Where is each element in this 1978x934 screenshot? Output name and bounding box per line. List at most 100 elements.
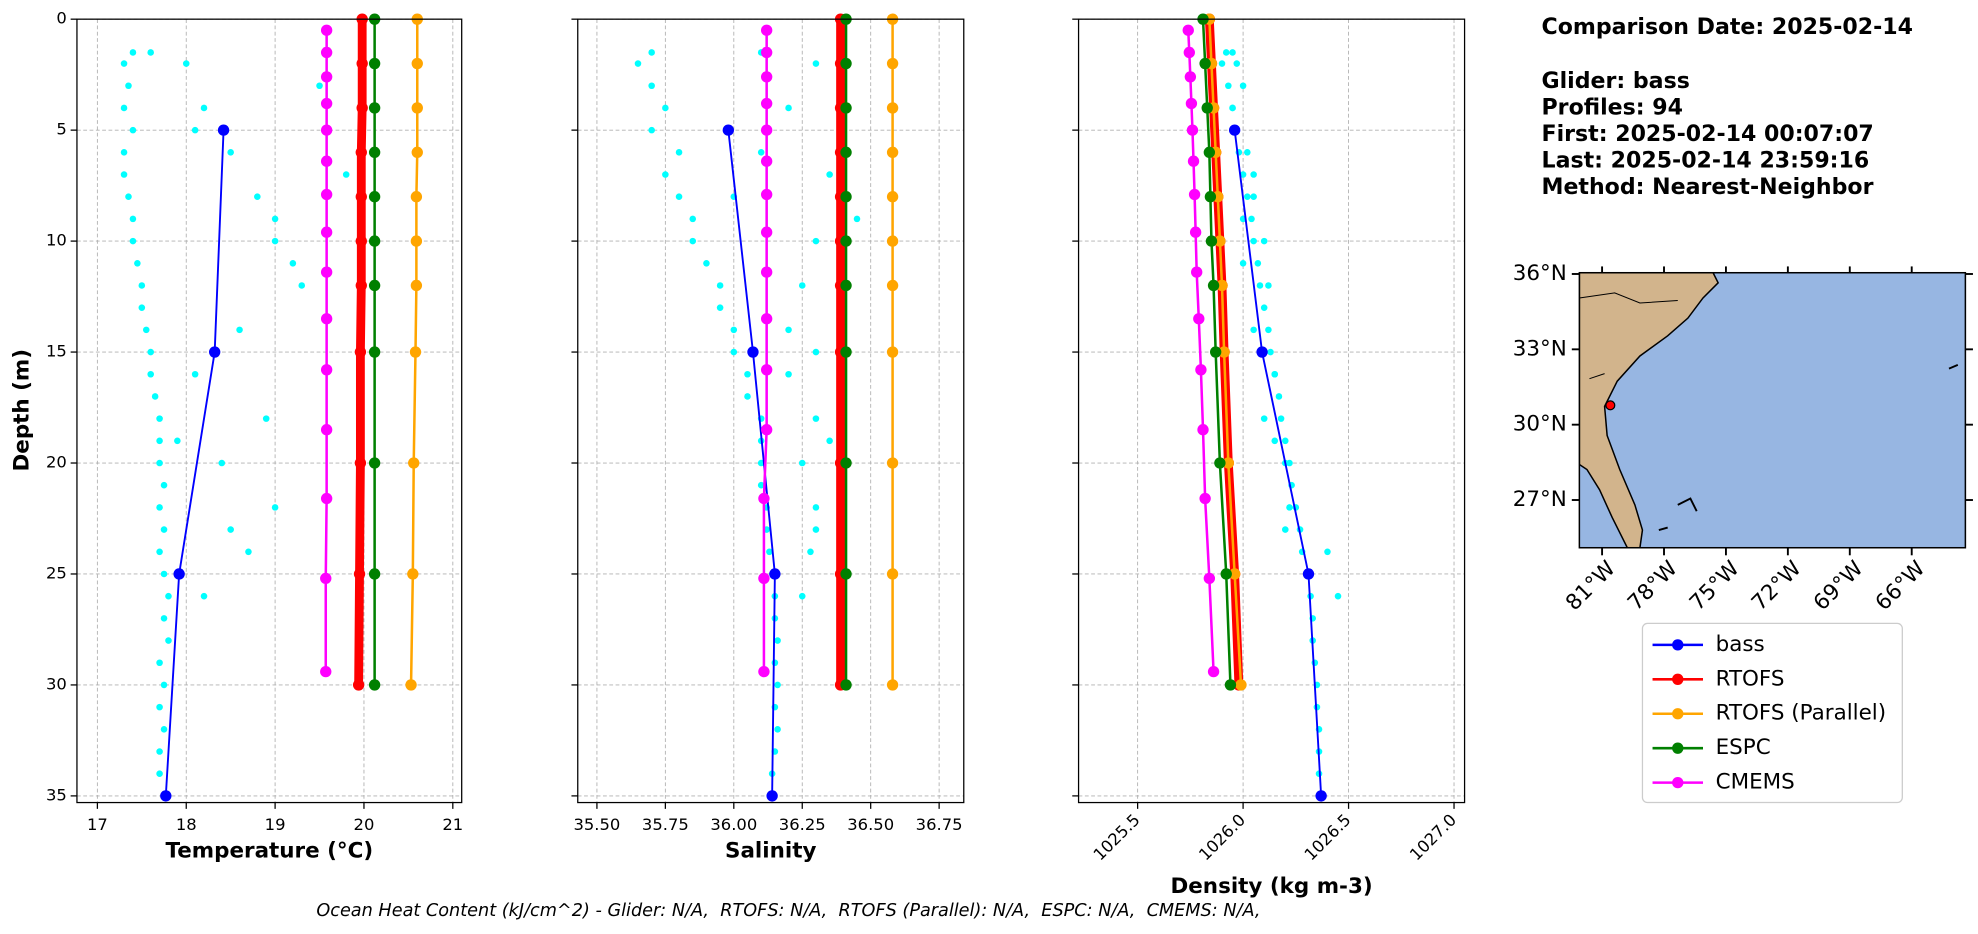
profile-marker xyxy=(352,679,365,691)
profile-marker xyxy=(320,266,333,278)
scatter-point xyxy=(156,659,163,667)
profile-marker xyxy=(760,97,773,110)
scatter-point xyxy=(634,60,642,67)
legend-marker xyxy=(1672,639,1684,651)
profile-marker xyxy=(747,346,759,358)
profile-marker xyxy=(1315,790,1327,802)
y-axis-label: Depth (m) xyxy=(10,349,35,472)
map-y-tick-label: 36°N xyxy=(1513,261,1567,286)
x-tick-label: 1026.0 xyxy=(1195,810,1249,864)
profile-marker xyxy=(1216,279,1228,292)
axes-frame xyxy=(1077,18,1466,804)
profile-marker xyxy=(1197,424,1209,436)
map-y-tick-label: 30°N xyxy=(1513,412,1567,437)
x-tick-label: 35.75 xyxy=(642,815,689,834)
map-base xyxy=(1579,272,1966,548)
profile-marker xyxy=(1186,124,1199,136)
profile-marker xyxy=(769,568,781,580)
glider-position xyxy=(1605,400,1616,411)
scatter-point xyxy=(1248,215,1255,223)
profile-marker xyxy=(1204,191,1217,203)
scatter-point xyxy=(689,237,697,245)
profile-marker xyxy=(758,572,770,585)
profile-marker xyxy=(320,665,332,678)
scatter-point xyxy=(160,526,168,533)
scatter-point xyxy=(156,748,163,755)
map-x-tick-label: 66°W xyxy=(1871,556,1931,616)
scatter-point xyxy=(156,770,163,777)
scatter-point xyxy=(1256,282,1264,289)
scatter-point xyxy=(151,393,159,400)
scatter-point xyxy=(147,49,154,56)
scatter-point xyxy=(120,149,128,156)
legend-marker xyxy=(1672,776,1684,789)
legend-box xyxy=(1641,622,1903,804)
x-tick-label: 1027.0 xyxy=(1406,810,1460,864)
map-x-tick-label: 78°W xyxy=(1623,556,1683,616)
profile-marker xyxy=(840,235,852,247)
axes-frame xyxy=(76,18,463,804)
scatter-point xyxy=(826,437,833,445)
profile-marker xyxy=(355,146,367,159)
scatter-point xyxy=(134,260,141,267)
scatter-point xyxy=(1239,82,1247,90)
legend-marker xyxy=(1672,708,1684,720)
scatter-point xyxy=(675,193,683,200)
y-tick-label: 20 xyxy=(46,453,67,472)
footnote: Ocean Heat Content (kJ/cm^2) - Glider: N… xyxy=(316,901,1260,921)
scatter-point xyxy=(785,104,792,112)
scatter-point xyxy=(812,504,820,511)
scatter-point xyxy=(1265,326,1272,334)
profile-marker xyxy=(355,235,367,247)
scatter-point xyxy=(812,526,820,533)
profile-marker xyxy=(1214,235,1226,247)
profile-marker xyxy=(368,146,381,159)
scatter-point xyxy=(1271,370,1279,378)
scatter-point xyxy=(1233,60,1241,67)
profile-marker xyxy=(760,24,773,36)
scatter-point xyxy=(156,504,163,511)
x-tick-label: 36.00 xyxy=(710,815,757,834)
scatter-point xyxy=(774,726,781,733)
scatter-point xyxy=(744,370,751,378)
x-tick-label: 1026.5 xyxy=(1301,810,1355,864)
scatter-point xyxy=(1250,237,1257,245)
profile-marker xyxy=(209,346,221,358)
profile-marker xyxy=(217,124,230,136)
profile-marker xyxy=(760,364,773,376)
scatter-point xyxy=(716,282,724,289)
profile-marker xyxy=(886,57,899,70)
profile-marker xyxy=(368,235,381,247)
scatter-point xyxy=(689,215,697,223)
scatter-point xyxy=(125,82,132,90)
info-line: Method: Nearest-Neighbor xyxy=(1542,175,1874,200)
profile-marker xyxy=(320,313,333,325)
x-tick-label: 1025.5 xyxy=(1090,810,1144,864)
profile-marker xyxy=(320,124,333,136)
scatter-point xyxy=(182,60,190,67)
legend-label: ESPC xyxy=(1716,735,1771,760)
scatter-point xyxy=(156,459,163,467)
legend-label: RTOFS xyxy=(1716,666,1785,691)
scatter-point xyxy=(807,548,814,556)
map-y-tick-label: 33°N xyxy=(1513,336,1567,361)
scatter-point xyxy=(227,149,234,156)
scatter-point xyxy=(254,193,261,200)
x-tick-label: 36.50 xyxy=(847,815,894,834)
scatter-point xyxy=(826,171,833,178)
profile-marker xyxy=(886,146,899,159)
scatter-point xyxy=(191,126,199,134)
profile-marker xyxy=(886,346,899,358)
info-line: Last: 2025-02-14 23:59:16 xyxy=(1542,149,1870,174)
scatter-point xyxy=(218,459,226,467)
scatter-point xyxy=(798,459,806,467)
profile-marker xyxy=(840,346,852,358)
y-tick-label: 0 xyxy=(56,9,66,28)
scatter-point xyxy=(289,260,297,267)
scatter-point xyxy=(160,481,168,489)
profile-marker xyxy=(760,188,773,201)
x-tick-label: 36.25 xyxy=(779,815,826,834)
scatter-point xyxy=(785,370,792,378)
profile-marker xyxy=(840,146,852,159)
scatter-point xyxy=(662,171,669,178)
